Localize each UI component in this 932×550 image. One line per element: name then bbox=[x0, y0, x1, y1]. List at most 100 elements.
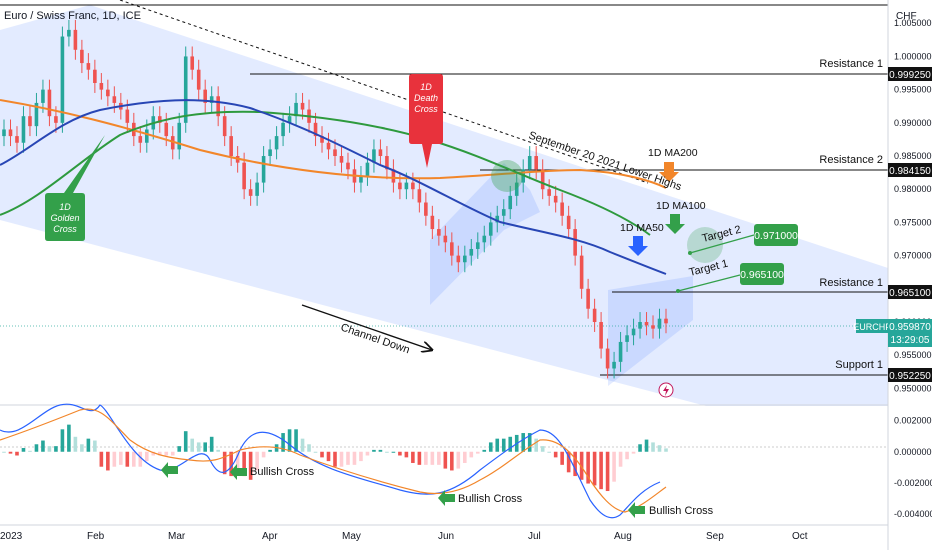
y-tick-label: 0.995000 bbox=[894, 85, 932, 95]
tag-resistance-2 bbox=[888, 163, 932, 177]
macd-bar bbox=[547, 451, 551, 453]
channel-down-arrow bbox=[301, 304, 432, 350]
macd-tick-label: 0.002000 bbox=[894, 416, 932, 426]
macd-bar bbox=[430, 451, 435, 465]
candle-body bbox=[664, 318, 668, 324]
macd-bar bbox=[534, 438, 538, 452]
y-tick-label: 1.000000 bbox=[894, 51, 932, 61]
macd-bar bbox=[618, 451, 623, 467]
candle-body bbox=[625, 335, 629, 342]
macd-bar bbox=[437, 451, 441, 465]
candles bbox=[2, 19, 668, 379]
candle-body bbox=[631, 328, 636, 336]
candle-body bbox=[106, 89, 110, 97]
candle-body bbox=[333, 149, 337, 157]
macd-bar bbox=[54, 446, 58, 452]
candle-body bbox=[443, 235, 448, 243]
macd-bar bbox=[255, 451, 259, 471]
x-tick-label: Mar bbox=[168, 531, 186, 542]
macd-bar bbox=[119, 451, 123, 465]
candle-body bbox=[67, 29, 71, 37]
candle-body bbox=[599, 322, 603, 349]
macd-bar bbox=[209, 436, 214, 452]
candle-body bbox=[255, 182, 259, 196]
candle-body bbox=[527, 156, 532, 170]
bullish-cross-arrow-2-icon bbox=[230, 464, 247, 480]
candle-body bbox=[469, 248, 474, 256]
tag-resistance-1-upper-value: 0.999250 bbox=[889, 70, 931, 81]
x-tick-label: Sep bbox=[706, 531, 724, 542]
macd-bar bbox=[592, 451, 597, 486]
ma50-line bbox=[0, 99, 667, 275]
macd-bar bbox=[404, 451, 409, 458]
candle-body bbox=[300, 102, 305, 110]
macd-bar bbox=[501, 438, 506, 452]
candle-body bbox=[268, 149, 272, 157]
bullish-cross-arrow-3-icon bbox=[438, 490, 455, 506]
tag-support-1-value: 0.952250 bbox=[889, 371, 931, 382]
macd-bar bbox=[339, 451, 344, 467]
target-2-box bbox=[754, 224, 798, 246]
y-tick-label: 0.990000 bbox=[894, 118, 932, 128]
y-tick-label: 0.970000 bbox=[894, 251, 932, 261]
macd-bar bbox=[333, 451, 337, 467]
macd-bar bbox=[281, 433, 285, 452]
candle-body bbox=[482, 235, 487, 243]
macd-bar bbox=[651, 442, 655, 452]
y-tick-label: 0.955000 bbox=[894, 350, 932, 360]
macd-bar bbox=[190, 438, 195, 452]
candle-body bbox=[411, 182, 415, 190]
y-tick-label: 0.975000 bbox=[894, 217, 932, 227]
tag-resistance-1-upper bbox=[888, 67, 932, 81]
candle-body bbox=[41, 89, 45, 103]
macd-bar bbox=[456, 451, 461, 469]
macd-bar bbox=[398, 451, 402, 456]
macd-bar bbox=[482, 449, 487, 452]
candle-body bbox=[157, 116, 162, 123]
macd-bar bbox=[372, 449, 376, 452]
macd-bar bbox=[80, 444, 84, 452]
candle-body bbox=[579, 255, 584, 289]
candle-body bbox=[170, 136, 175, 150]
macd-bar bbox=[125, 451, 130, 467]
candle-body bbox=[261, 156, 266, 183]
macd-bar bbox=[132, 451, 136, 467]
macd-bar bbox=[229, 451, 233, 477]
macd-histogram bbox=[2, 424, 668, 492]
macd-bar bbox=[573, 451, 577, 477]
macd-bar bbox=[385, 451, 389, 453]
x-tick-label: Oct bbox=[792, 531, 808, 542]
macd-bar bbox=[183, 431, 188, 452]
candle-body bbox=[281, 122, 285, 137]
macd-bar bbox=[521, 433, 526, 452]
macd-bar bbox=[157, 451, 162, 456]
macd-bar bbox=[540, 446, 545, 452]
candle-body bbox=[391, 169, 396, 183]
candle-body bbox=[294, 102, 298, 117]
macd-bar bbox=[60, 429, 65, 452]
candle-body bbox=[125, 109, 130, 123]
macd-bar bbox=[15, 451, 19, 456]
macd-bar bbox=[326, 451, 331, 462]
candle-body bbox=[80, 49, 84, 64]
macd-tick-label: 0.000000 bbox=[894, 447, 932, 457]
candle-body bbox=[209, 96, 214, 103]
macd-bar bbox=[612, 451, 616, 482]
candle-body bbox=[475, 242, 480, 249]
candle-body bbox=[359, 175, 363, 183]
macd-bar bbox=[21, 448, 26, 452]
intersection-highlight-june bbox=[491, 160, 523, 192]
candle-body bbox=[618, 341, 623, 362]
ma100-line bbox=[0, 110, 651, 236]
signal-line bbox=[0, 408, 667, 513]
candle-body bbox=[592, 308, 597, 323]
macd-bar bbox=[164, 451, 169, 456]
macd-bar bbox=[235, 451, 240, 473]
macd-bar bbox=[586, 451, 590, 484]
candle-body bbox=[404, 182, 409, 190]
target-2-highlight bbox=[687, 227, 723, 263]
ma50-label: 1D MA50 bbox=[620, 222, 664, 234]
candle-body bbox=[540, 169, 545, 190]
